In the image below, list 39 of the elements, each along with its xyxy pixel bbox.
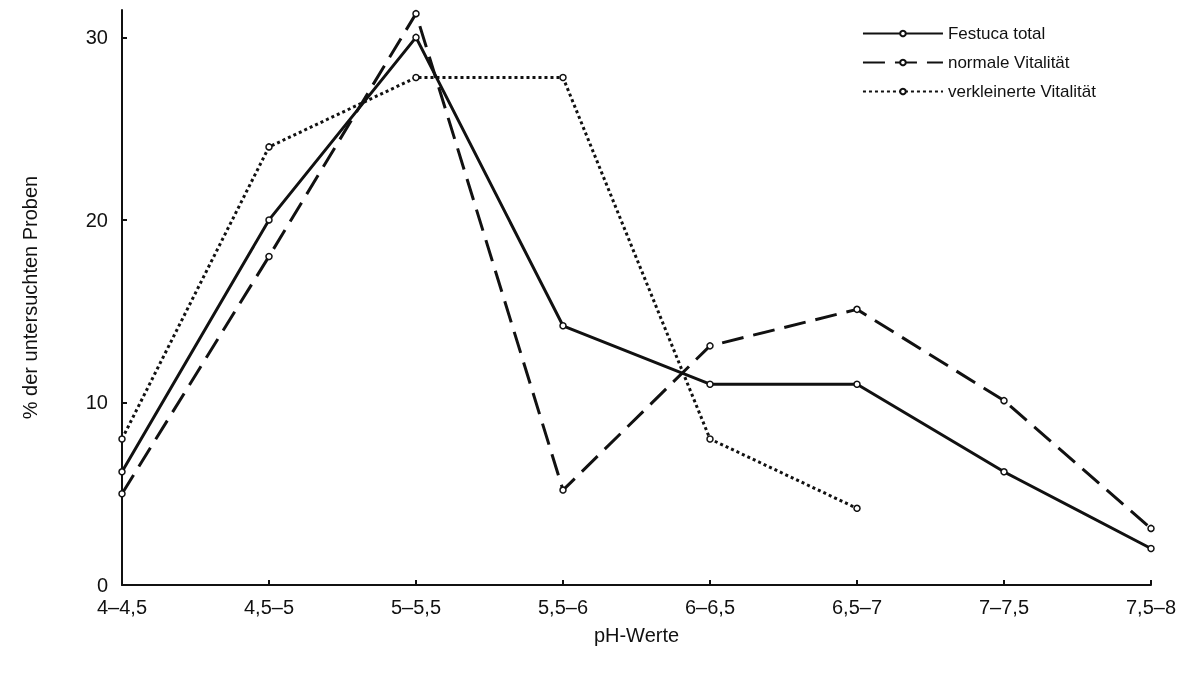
point	[706, 342, 714, 350]
y-tick-label: 10	[85, 391, 108, 414]
point	[118, 468, 126, 476]
point	[265, 216, 273, 224]
x-tick-label: 6–6,5	[684, 596, 736, 618]
legend-label: normale Vitalität	[947, 53, 1070, 72]
point	[118, 435, 126, 443]
y-tick-label: 30	[85, 26, 108, 49]
point	[1147, 524, 1155, 533]
x-tick-label: 7–7,5	[978, 596, 1030, 618]
point	[265, 143, 273, 151]
point	[412, 33, 420, 42]
point	[559, 486, 567, 494]
point	[559, 73, 567, 82]
point	[1000, 396, 1008, 405]
y-tick-label: 0	[96, 574, 108, 596]
point	[412, 73, 420, 82]
legend-label: Festuca total	[947, 24, 1046, 43]
point	[265, 252, 273, 261]
point	[853, 305, 861, 314]
point	[1000, 468, 1008, 476]
x-tick-label: 5–5,5	[390, 596, 442, 618]
x-axis-title: pH-Werte	[593, 624, 680, 646]
point	[1147, 544, 1155, 553]
x-tick-label: 5,5–6	[537, 596, 589, 618]
point	[853, 504, 861, 513]
point	[706, 380, 714, 388]
point	[118, 489, 126, 498]
x-tick-label: 4,5–5	[243, 596, 295, 618]
legend-label: verkleinerte Vitalität	[947, 82, 1097, 101]
x-tick-label: 7,5–8	[1125, 596, 1177, 618]
point	[853, 380, 861, 388]
y-tick-label: 20	[85, 208, 108, 231]
point	[559, 322, 567, 330]
x-tick-label: 4–4,5	[96, 596, 148, 618]
point	[706, 435, 714, 443]
x-tick-label: 6,5–7	[831, 596, 883, 618]
point	[412, 9, 420, 18]
y-axis-title: % der untersuchten Proben	[19, 175, 41, 420]
